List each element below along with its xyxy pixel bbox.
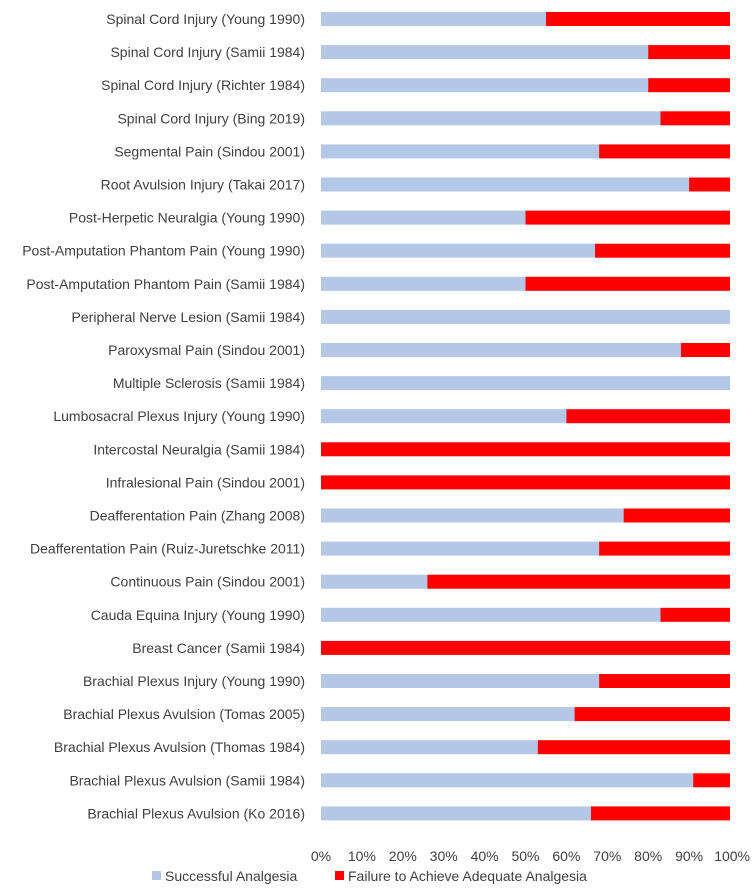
- bar-failure-analgesia: [648, 78, 730, 93]
- category-label: Deafferentation Pain (Zhang 2008): [90, 508, 305, 524]
- bar-failure-analgesia: [525, 276, 730, 291]
- bar-failure-analgesia: [321, 475, 730, 490]
- bar-successful-analgesia: [321, 343, 681, 357]
- bar-failure-analgesia: [689, 177, 730, 192]
- category-label: Brachial Plexus Avulsion (Ko 2016): [87, 805, 305, 821]
- x-tick-label: 50%: [511, 848, 539, 864]
- bar-failure-analgesia: [693, 773, 730, 788]
- category-label: Post-Herpetic Neuralgia (Young 1990): [69, 210, 305, 226]
- bar-successful-analgesia: [321, 309, 730, 324]
- x-tick-label: 60%: [552, 848, 580, 864]
- bar-successful-analgesia: [321, 607, 661, 622]
- category-label: Brachial Plexus Avulsion (Tomas 2005): [63, 706, 305, 722]
- category-label: Paroxysmal Pain (Sindou 2001): [108, 342, 305, 358]
- x-axis-ticks: 0% 10% 20% 30% 40% 50% 60% 70% 80% 90% 100%: [311, 848, 750, 864]
- bar-failure-analgesia: [590, 806, 730, 821]
- bar-successful-analgesia: [321, 376, 730, 391]
- legend-label-successful: Successful Analgesia: [165, 868, 298, 884]
- category-label: Cauda Equina Injury (Young 1990): [91, 607, 305, 623]
- bar-successful-analgesia: [321, 674, 600, 688]
- bar-successful-analgesia: [321, 12, 546, 26]
- bars-group: [321, 12, 730, 821]
- bar-successful-analgesia: [321, 45, 649, 60]
- legend-swatch-failure: [335, 871, 344, 880]
- bar-successful-analgesia: [321, 144, 600, 159]
- x-tick-label: 70%: [593, 848, 621, 864]
- category-label: Brachial Plexus Injury (Young 1990): [83, 673, 305, 689]
- bar-failure-analgesia: [599, 144, 730, 159]
- x-tick-label: 30%: [430, 848, 458, 864]
- category-label: Root Avulsion Injury (Takai 2017): [101, 177, 305, 193]
- bar-failure-analgesia: [623, 508, 730, 523]
- bar-successful-analgesia: [321, 574, 428, 589]
- bar-failure-analgesia: [599, 541, 730, 556]
- category-label: Intercostal Neuralgia (Samii 1984): [93, 441, 305, 457]
- category-label: Peripheral Nerve Lesion (Samii 1984): [72, 309, 305, 325]
- bar-failure-analgesia: [545, 12, 730, 26]
- category-label: Segmental Pain (Sindou 2001): [114, 143, 305, 159]
- category-label: Breast Cancer (Samii 1984): [132, 640, 305, 656]
- category-label: Post-Amputation Phantom Pain (Young 1990…: [22, 243, 305, 259]
- bar-failure-analgesia: [566, 409, 730, 424]
- category-label: Lumbosacral Plexus Injury (Young 1990): [53, 408, 305, 424]
- category-label: Spinal Cord Injury (Bing 2019): [117, 110, 305, 126]
- bar-failure-analgesia: [680, 343, 730, 357]
- bar-successful-analgesia: [321, 78, 649, 93]
- category-label: Spinal Cord Injury (Samii 1984): [110, 44, 305, 60]
- bar-failure-analgesia: [525, 210, 730, 225]
- bar-successful-analgesia: [321, 707, 575, 722]
- category-label: Spinal Cord Injury (Richter 1984): [101, 77, 305, 93]
- bar-failure-analgesia: [321, 442, 730, 457]
- category-label: Deafferentation Pain (Ruiz-Juretschke 20…: [30, 541, 305, 557]
- bar-failure-analgesia: [321, 640, 730, 655]
- bar-failure-analgesia: [595, 243, 730, 258]
- bar-successful-analgesia: [321, 276, 526, 291]
- category-label: Post-Amputation Phantom Pain (Samii 1984…: [26, 276, 305, 292]
- category-label: Continuous Pain (Sindou 2001): [110, 574, 305, 590]
- x-tick-label: 90%: [675, 848, 703, 864]
- legend-swatch-successful: [152, 871, 161, 880]
- bar-failure-analgesia: [660, 111, 730, 126]
- bar-failure-analgesia: [574, 707, 730, 722]
- bar-failure-analgesia: [648, 45, 730, 60]
- bar-successful-analgesia: [321, 210, 526, 225]
- x-tick-label: 0%: [311, 848, 331, 864]
- x-tick-label: 80%: [634, 848, 662, 864]
- x-tick-label: 100%: [714, 848, 750, 864]
- x-tick-label: 20%: [389, 848, 417, 864]
- bar-failure-analgesia: [599, 674, 730, 688]
- bar-successful-analgesia: [321, 740, 538, 755]
- category-labels: Spinal Cord Injury (Young 1990) Spinal Co…: [22, 11, 305, 821]
- bar-successful-analgesia: [321, 409, 567, 424]
- category-label: Infralesional Pain (Sindou 2001): [106, 474, 305, 490]
- category-label: Brachial Plexus Avulsion (Thomas 1984): [54, 739, 305, 755]
- category-label: Multiple Sclerosis (Samii 1984): [113, 375, 305, 391]
- bar-successful-analgesia: [321, 806, 591, 821]
- legend-label-failure: Failure to Achieve Adequate Analgesia: [348, 868, 587, 884]
- bar-successful-analgesia: [321, 508, 624, 523]
- bar-successful-analgesia: [321, 243, 596, 258]
- bar-successful-analgesia: [321, 177, 690, 192]
- x-tick-label: 40%: [471, 848, 499, 864]
- legend: Successful Analgesia Failure to Achieve A…: [152, 868, 587, 884]
- x-tick-label: 10%: [348, 848, 376, 864]
- category-label: Spinal Cord Injury (Young 1990): [106, 11, 305, 27]
- bar-failure-analgesia: [427, 574, 730, 589]
- bar-successful-analgesia: [321, 541, 600, 556]
- bar-failure-analgesia: [537, 740, 730, 755]
- bar-successful-analgesia: [321, 773, 694, 788]
- bar-failure-analgesia: [660, 607, 730, 622]
- category-label: Brachial Plexus Avulsion (Samii 1984): [69, 772, 305, 788]
- bar-successful-analgesia: [321, 111, 661, 126]
